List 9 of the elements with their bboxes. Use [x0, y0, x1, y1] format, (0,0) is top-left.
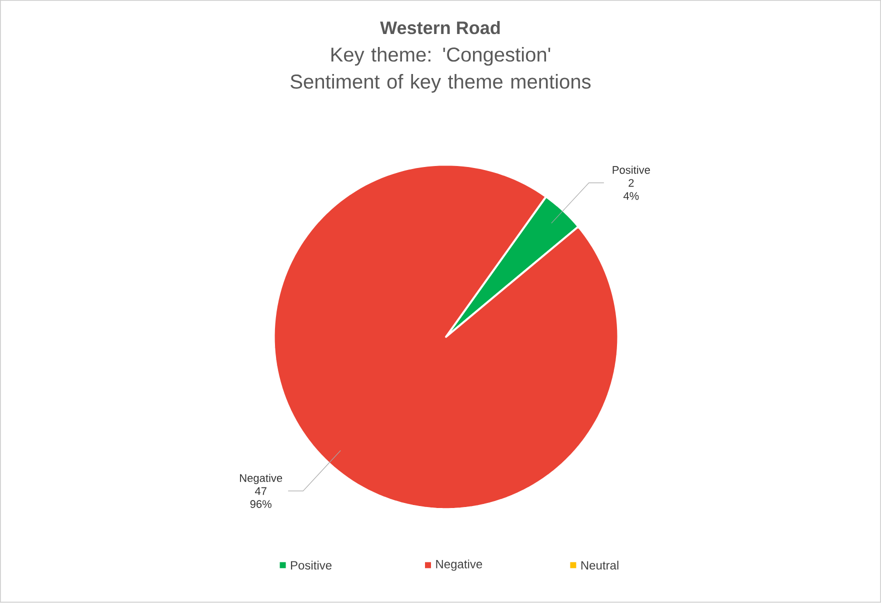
data-label: 2 4%: [623, 179, 639, 200]
slice-label: Negative: [240, 474, 282, 484]
legend-label: Neutral: [581, 560, 618, 570]
chart-title: Western Road: [380, 21, 500, 34]
legend-label: Negative: [436, 560, 482, 571]
legend-label: Positive: [290, 560, 332, 570]
chart-subtitle: Key theme: 'Congestion' Sentiment of key theme mentions: [290, 47, 591, 93]
slice-label: Positive: [612, 166, 650, 174]
data-label: 47 96%: [250, 487, 272, 508]
